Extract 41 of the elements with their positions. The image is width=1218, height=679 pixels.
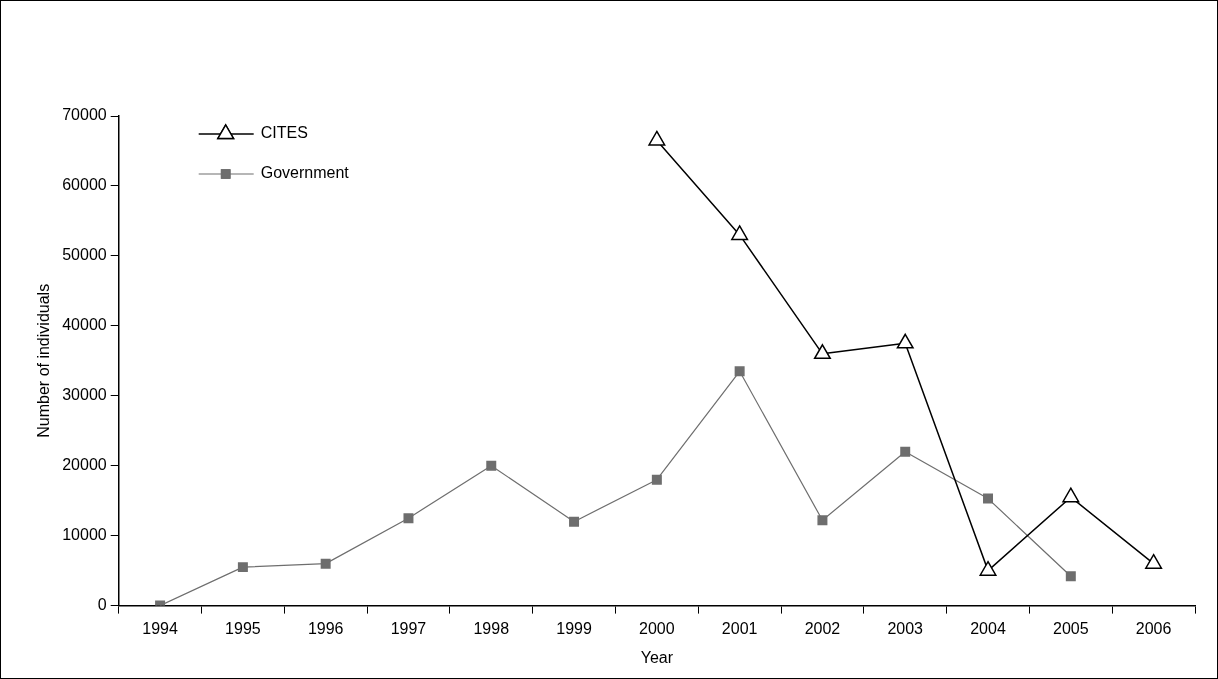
x-tick-label: 2000 <box>639 619 675 637</box>
legend-label: CITES <box>260 124 308 142</box>
point <box>734 366 745 377</box>
x-tick-label: 1994 <box>142 619 178 637</box>
point <box>896 333 914 349</box>
x-tick-label: 1995 <box>225 619 261 637</box>
y-tick-label: 50000 <box>62 246 107 264</box>
y-tick-label: 0 <box>97 596 107 614</box>
point <box>817 515 828 526</box>
x-axis-title: Year <box>640 648 674 666</box>
x-tick-label: 2001 <box>721 619 758 637</box>
point <box>900 446 911 457</box>
y-tick-label: 70000 <box>62 106 107 124</box>
point <box>320 558 331 569</box>
x-tick-label: 2003 <box>887 619 924 637</box>
y-tick-label: 60000 <box>62 176 107 194</box>
point <box>569 516 580 527</box>
x-tick-label: 2002 <box>804 619 841 637</box>
point <box>813 344 831 360</box>
x-tick-label: 2006 <box>1135 619 1172 637</box>
x-tick-label: 1997 <box>390 619 427 637</box>
point <box>651 474 662 485</box>
x-tick-label: 1996 <box>307 619 344 637</box>
point <box>403 513 414 524</box>
point <box>648 130 666 146</box>
point <box>486 460 497 471</box>
legend-label: Government <box>260 164 350 182</box>
point <box>983 493 994 504</box>
x-tick-label: 1999 <box>556 619 592 637</box>
point <box>237 562 248 573</box>
x-tick-label: 2004 <box>970 619 1006 637</box>
y-axis-title: Number of individuals <box>35 283 53 438</box>
point <box>731 225 749 241</box>
point <box>1062 487 1080 503</box>
x-tick-label: 1998 <box>473 619 510 637</box>
point <box>1065 571 1076 582</box>
y-tick-label: 40000 <box>62 316 107 334</box>
x-tick-label: 2005 <box>1053 619 1089 637</box>
y-tick-label: 30000 <box>62 386 107 404</box>
y-tick-label: 20000 <box>62 456 107 474</box>
y-tick-label: 10000 <box>62 526 107 544</box>
